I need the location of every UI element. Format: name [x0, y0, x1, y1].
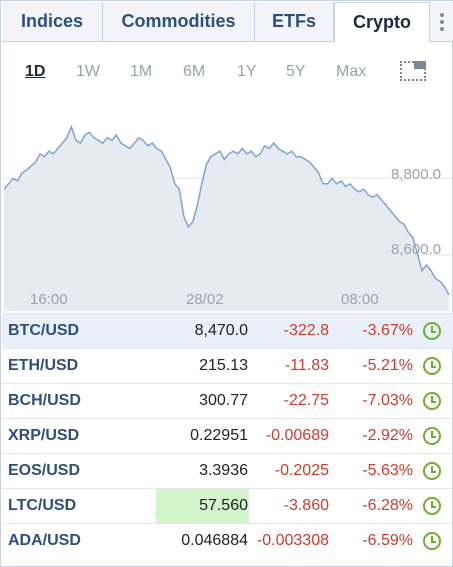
table-row[interactable]: XRP/USD 0.22951 -0.00689 -2.92%	[2, 418, 453, 453]
change-value: -22.75	[283, 392, 329, 409]
x-tick-label: 28/02	[186, 291, 224, 308]
price-line	[4, 124, 450, 296]
price-area	[4, 126, 449, 311]
change-percent: -6.28%	[362, 497, 413, 514]
table-row[interactable]: BCH/USD 300.77 -22.75 -7.03%	[2, 383, 453, 418]
symbol-link[interactable]: EOS/USD	[8, 462, 81, 479]
last-price: 8,470.0	[194, 322, 248, 339]
tab-bar: Indices Commodities ETFs Crypto	[2, 2, 453, 42]
last-price: 300.77	[199, 392, 248, 409]
symbol-link[interactable]: BTC/USD	[8, 322, 80, 339]
table-row[interactable]: LTC/USD 57.560 -3.860 -6.28%	[2, 488, 453, 523]
fullscreen-icon[interactable]	[400, 61, 426, 81]
x-tick-label: 16:00	[30, 291, 68, 308]
clock-icon	[423, 322, 441, 340]
tab-etfs[interactable]: ETFs	[255, 2, 334, 41]
clock-icon	[423, 357, 441, 375]
change-value: -11.83	[284, 357, 329, 374]
symbol-link[interactable]: BCH/USD	[8, 392, 81, 409]
symbol-link[interactable]: ADA/USD	[8, 532, 81, 549]
price-chart: 8,800.0 8,600.0 16:00 28/02 08:00	[4, 106, 451, 311]
last-price: 57.560	[199, 497, 248, 514]
change-percent: -5.63%	[362, 462, 413, 479]
change-value: -0.00689	[265, 427, 329, 444]
change-value: -0.003308	[256, 532, 329, 549]
period-selector: 1D 1W 1M 6M 1Y 5Y Max	[2, 43, 453, 101]
change-value: -0.2025	[274, 462, 329, 479]
table-row[interactable]: BTC/USD 8,470.0 -322.8 -3.67%	[2, 313, 453, 348]
change-percent: -6.59%	[362, 532, 413, 549]
period-5y[interactable]: 5Y	[286, 63, 306, 80]
last-price: 215.13	[199, 357, 248, 374]
last-price: 0.046884	[181, 532, 248, 549]
y-tick-label: 8,600.0	[391, 241, 441, 258]
symbol-link[interactable]: ETH/USD	[8, 357, 79, 374]
clock-icon	[423, 462, 441, 480]
change-percent: -3.67%	[362, 322, 413, 339]
period-1m[interactable]: 1M	[130, 63, 153, 80]
clock-icon	[423, 427, 441, 445]
last-price: 0.22951	[190, 427, 248, 444]
clock-icon	[423, 392, 441, 410]
change-percent: -7.03%	[362, 392, 413, 409]
table-row[interactable]: ETH/USD 215.13 -11.83 -5.21%	[2, 348, 453, 383]
tab-commodities[interactable]: Commodities	[103, 2, 255, 41]
period-1y[interactable]: 1Y	[237, 63, 257, 80]
period-6m[interactable]: 6M	[183, 63, 206, 80]
x-tick-label: 08:00	[341, 291, 379, 308]
last-price: 3.3936	[199, 462, 248, 479]
chart-svg: 8,800.0 8,600.0 16:00 28/02 08:00	[4, 124, 451, 311]
change-percent: -5.21%	[362, 357, 413, 374]
table-row[interactable]: ADA/USD 0.046884 -0.003308 -6.59%	[2, 523, 453, 558]
period-1w[interactable]: 1W	[76, 63, 100, 80]
clock-icon	[423, 497, 441, 515]
price-flash-highlight	[156, 489, 249, 523]
symbol-link[interactable]: XRP/USD	[8, 427, 80, 444]
quote-table: BTC/USD 8,470.0 -322.8 -3.67% ETH/USD 215.13 -…	[2, 313, 453, 558]
change-percent: -2.92%	[362, 427, 413, 444]
change-value: -3.860	[283, 497, 329, 514]
more-menu-icon[interactable]	[430, 2, 453, 41]
symbol-link[interactable]: LTC/USD	[8, 497, 77, 514]
tab-indices[interactable]: Indices	[2, 2, 103, 41]
period-max[interactable]: Max	[336, 63, 367, 80]
table-row[interactable]: EOS/USD 3.3936 -0.2025 -5.63%	[2, 453, 453, 488]
period-1d[interactable]: 1D	[25, 63, 46, 80]
clock-icon	[423, 532, 441, 550]
tab-crypto[interactable]: Crypto	[334, 2, 430, 42]
change-value: -322.8	[283, 322, 329, 339]
y-tick-label: 8,800.0	[391, 166, 441, 183]
